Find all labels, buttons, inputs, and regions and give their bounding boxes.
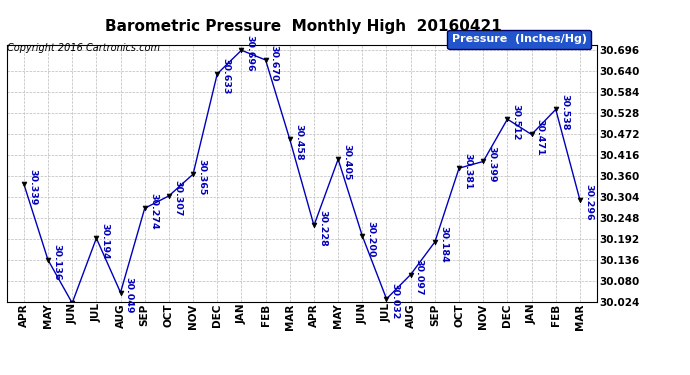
Text: 30.049: 30.049 [125, 277, 134, 314]
Text: 30.032: 30.032 [391, 284, 400, 320]
Text: 30.184: 30.184 [439, 226, 448, 263]
Text: 30.633: 30.633 [221, 58, 230, 95]
Text: 30.136: 30.136 [52, 244, 61, 281]
Text: 30.471: 30.471 [535, 119, 544, 156]
Text: 30.021: 30.021 [0, 374, 1, 375]
Text: 30.365: 30.365 [197, 159, 206, 195]
Text: Barometric Pressure  Monthly High  20160421: Barometric Pressure Monthly High 2016042… [106, 19, 502, 34]
Text: 30.228: 30.228 [318, 210, 327, 247]
Text: 30.381: 30.381 [463, 153, 472, 189]
Text: 30.200: 30.200 [366, 220, 375, 257]
Text: 30.097: 30.097 [415, 259, 424, 296]
Text: 30.512: 30.512 [511, 104, 520, 140]
Text: 30.339: 30.339 [28, 168, 37, 205]
Text: 30.296: 30.296 [584, 184, 593, 221]
Text: 30.696: 30.696 [246, 35, 255, 71]
Legend: Pressure  (Inches/Hg): Pressure (Inches/Hg) [447, 30, 591, 49]
Text: Copyright 2016 Cartronics.com: Copyright 2016 Cartronics.com [7, 43, 160, 53]
Text: 30.670: 30.670 [270, 45, 279, 81]
Text: 30.399: 30.399 [487, 146, 496, 183]
Text: 30.405: 30.405 [342, 144, 351, 180]
Text: 30.274: 30.274 [149, 193, 158, 230]
Text: 30.307: 30.307 [173, 180, 182, 217]
Text: 30.538: 30.538 [560, 94, 569, 130]
Text: 30.458: 30.458 [294, 124, 303, 160]
Text: 30.194: 30.194 [101, 223, 110, 259]
